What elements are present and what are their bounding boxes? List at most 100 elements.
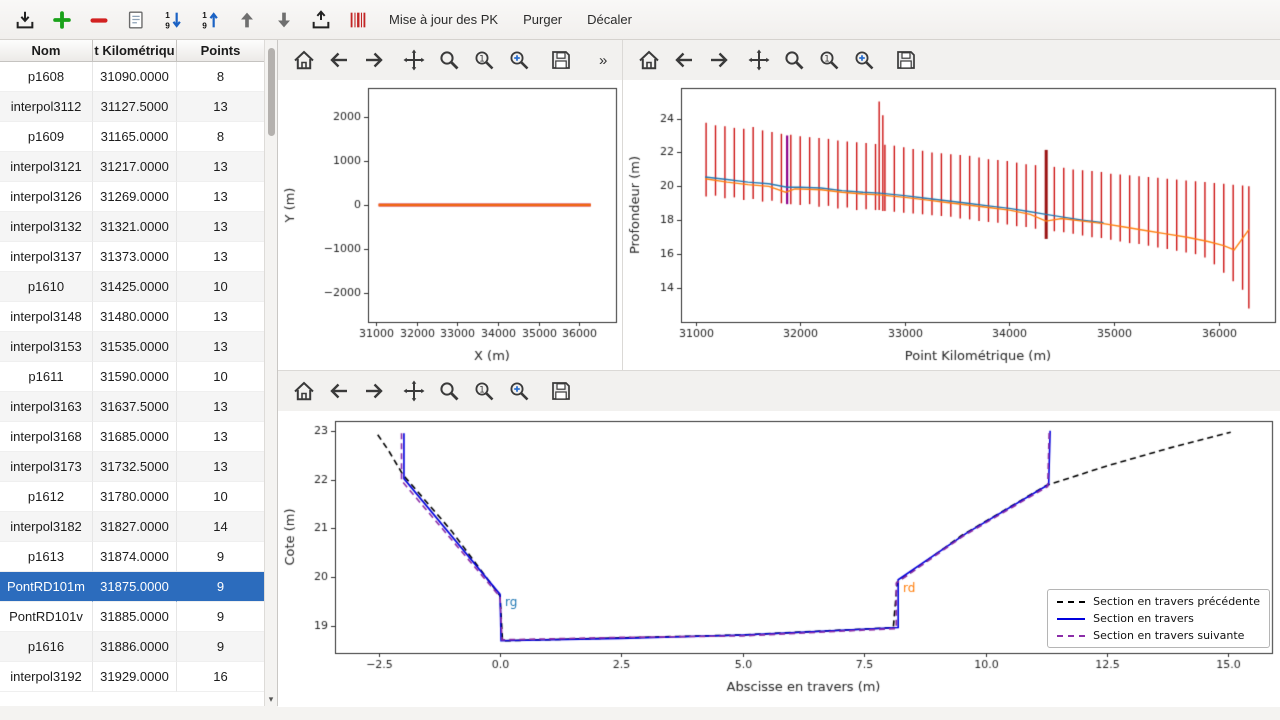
table-row[interactable]: p1616 31886.0000 9 xyxy=(0,632,265,662)
table-row[interactable]: interpol3148 31480.0000 13 xyxy=(0,302,265,332)
longitudinal-profile-chart[interactable] xyxy=(623,80,1280,370)
table-row[interactable]: interpol3192 31929.0000 16 xyxy=(0,662,265,692)
table-row[interactable]: interpol3132 31321.0000 13 xyxy=(0,212,265,242)
table-row[interactable]: interpol3168 31685.0000 13 xyxy=(0,422,265,452)
column-header-points[interactable]: Points xyxy=(177,40,265,61)
plan-plot-toolbar: 1» xyxy=(278,40,622,80)
table-cell: 31732.5000 xyxy=(93,452,177,482)
remove-button[interactable] xyxy=(86,6,112,34)
table-body: p1608 31090.0000 8 interpol3112 31127.5000 13… xyxy=(0,62,265,692)
home-icon[interactable] xyxy=(291,47,317,73)
menu-decaler[interactable]: Décaler xyxy=(580,6,639,34)
back-icon[interactable] xyxy=(671,47,697,73)
zoom-icon[interactable] xyxy=(436,378,462,404)
legend-line-sample xyxy=(1057,600,1086,603)
table-row[interactable]: interpol3137 31373.0000 13 xyxy=(0,242,265,272)
zoom-plus-icon[interactable] xyxy=(506,47,532,73)
import-icon xyxy=(16,11,34,28)
scrollbar-down-arrow[interactable]: ▾ xyxy=(268,694,274,704)
table-row[interactable]: p1612 31780.0000 10 xyxy=(0,482,265,512)
scrollbar-thumb[interactable] xyxy=(268,48,275,136)
table-cell: 13 xyxy=(177,452,265,482)
table-row[interactable]: p1613 31874.0000 9 xyxy=(0,542,265,572)
table-row[interactable]: interpol3173 31732.5000 13 xyxy=(0,452,265,482)
table-cell: 31875.0000 xyxy=(93,572,177,602)
table-row[interactable]: interpol3163 31637.5000 13 xyxy=(0,392,265,422)
table-cell: 9 xyxy=(177,632,265,662)
table-row[interactable]: p1611 31590.0000 10 xyxy=(0,362,265,392)
zoom-one-icon[interactable]: 1 xyxy=(471,47,497,73)
forward-icon[interactable] xyxy=(361,47,387,73)
home-icon[interactable] xyxy=(291,378,317,404)
move-up-button[interactable] xyxy=(234,6,260,34)
zoom-plus-icon[interactable] xyxy=(506,378,532,404)
forward-icon[interactable] xyxy=(706,47,732,73)
table-cell: 31480.0000 xyxy=(93,302,177,332)
save-icon[interactable] xyxy=(548,378,574,404)
table-cell: interpol3163 xyxy=(0,392,93,422)
table-row[interactable]: interpol3182 31827.0000 14 xyxy=(0,512,265,542)
svg-text:1: 1 xyxy=(479,54,485,64)
cross-section-chart[interactable] xyxy=(278,411,1280,707)
table-row[interactable]: p1610 31425.0000 10 xyxy=(0,272,265,302)
table-cell: interpol3112 xyxy=(0,92,93,122)
pan-icon[interactable] xyxy=(401,378,427,404)
table-cell: 31780.0000 xyxy=(93,482,177,512)
table-cell: 9 xyxy=(177,602,265,632)
table-cell: 31637.5000 xyxy=(93,392,177,422)
plan-view-panel: 1» xyxy=(278,40,622,370)
table-row[interactable]: interpol3153 31535.0000 13 xyxy=(0,332,265,362)
move-down-button[interactable] xyxy=(271,6,297,34)
table-cell: 10 xyxy=(177,362,265,392)
toolbar-overflow-chevron[interactable]: » xyxy=(599,51,608,69)
pan-icon[interactable] xyxy=(746,47,772,73)
back-icon[interactable] xyxy=(326,47,352,73)
menu-mise-a-jour-pk[interactable]: Mise à jour des PK xyxy=(382,6,505,34)
column-header-nom[interactable]: Nom xyxy=(0,40,93,61)
table-row[interactable]: p1608 31090.0000 8 xyxy=(0,62,265,92)
top-plots-row: 1» 1 xyxy=(278,40,1280,370)
table-row[interactable]: p1609 31165.0000 8 xyxy=(0,122,265,152)
pan-icon[interactable] xyxy=(401,47,427,73)
column-header-pk[interactable]: t Kilométriqu xyxy=(93,40,177,61)
zoom-icon[interactable] xyxy=(436,47,462,73)
menu-purger[interactable]: Purger xyxy=(516,6,569,34)
table-cell: 31090.0000 xyxy=(93,62,177,92)
table-cell: 31929.0000 xyxy=(93,662,177,692)
table-cell: 13 xyxy=(177,422,265,452)
long-profile-toolbar: 1 xyxy=(623,40,1280,80)
table-cell: 31127.5000 xyxy=(93,92,177,122)
barcode-button[interactable] xyxy=(345,6,371,34)
table-scrollbar[interactable]: ▾ xyxy=(264,40,277,706)
table-cell: 31165.0000 xyxy=(93,122,177,152)
save-icon[interactable] xyxy=(893,47,919,73)
arrow-up-icon xyxy=(241,12,253,27)
zoom-one-icon[interactable]: 1 xyxy=(816,47,842,73)
zoom-icon[interactable] xyxy=(781,47,807,73)
zoom-one-icon[interactable]: 1 xyxy=(471,378,497,404)
import-button[interactable] xyxy=(12,6,38,34)
forward-icon[interactable] xyxy=(361,378,387,404)
table-row[interactable]: interpol3112 31127.5000 13 xyxy=(0,92,265,122)
back-icon[interactable] xyxy=(326,378,352,404)
table-row[interactable]: PontRD101m 31875.0000 9 xyxy=(0,572,265,602)
add-button[interactable] xyxy=(49,6,75,34)
home-icon[interactable] xyxy=(636,47,662,73)
table-cell: 13 xyxy=(177,332,265,362)
export-button[interactable] xyxy=(308,6,334,34)
table-cell: interpol3182 xyxy=(0,512,93,542)
table-row[interactable]: interpol3121 31217.0000 13 xyxy=(0,152,265,182)
table-row[interactable]: interpol3126 31269.0000 13 xyxy=(0,182,265,212)
table-cell: interpol3168 xyxy=(0,422,93,452)
table-cell: 31827.0000 xyxy=(93,512,177,542)
plan-view-chart[interactable] xyxy=(278,80,622,370)
zoom-plus-icon[interactable] xyxy=(851,47,877,73)
legend-label: Section en travers xyxy=(1093,612,1194,625)
table-row[interactable]: PontRD101v 31885.0000 9 xyxy=(0,602,265,632)
edit-list-button[interactable] xyxy=(123,6,149,34)
table-cell: 16 xyxy=(177,662,265,692)
table-cell: interpol3137 xyxy=(0,242,93,272)
save-icon[interactable] xyxy=(548,47,574,73)
